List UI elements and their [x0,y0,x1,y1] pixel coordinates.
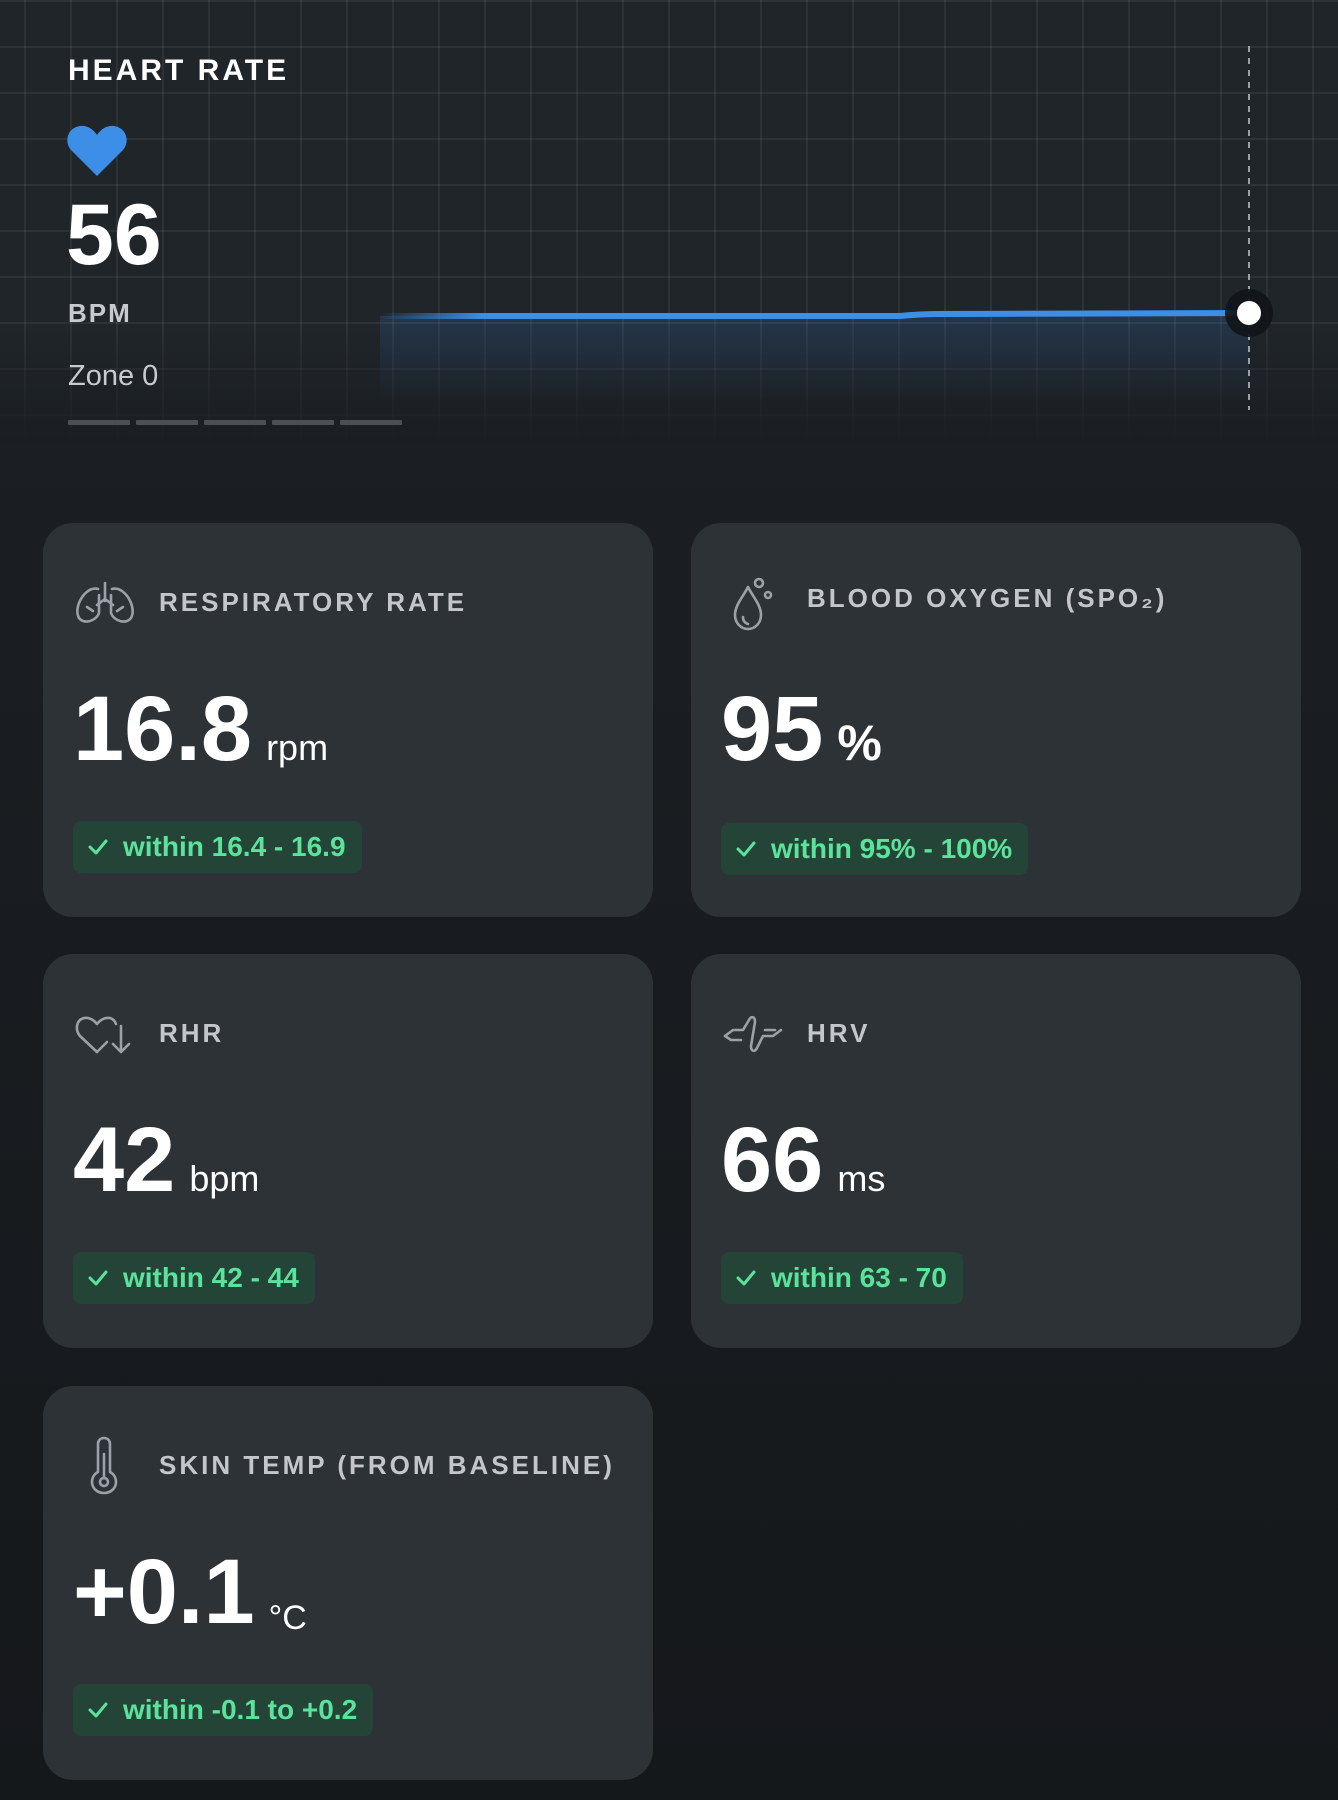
check-icon [736,1270,756,1286]
zone-segment [204,420,266,425]
blood-oxygen-value: 95 [721,678,824,780]
hrv-value-row: 66 ms [721,1114,885,1206]
heart-rate-chart [377,46,1273,410]
blood-oxygen-unit: % [837,715,882,771]
blood-oxygen-range: within 95% - 100% [771,833,1013,864]
respiratory-rate-card[interactable]: RESPIRATORY RATE 16.8 rpm within 16.4 - 1… [43,523,653,917]
blood-oxygen-range-badge: within 95% - 100% [721,823,1029,875]
heart-rate-panel[interactable]: HEART RATE 56 BPM Zone 0 [0,0,1338,445]
skin-temp-range-badge: within -0.1 to +0.2 [73,1684,374,1736]
rhr-range: within 42 - 44 [123,1262,299,1293]
check-icon [88,1702,108,1718]
zone-segment [68,420,130,425]
heart-icon [67,125,127,176]
rhr-unit: bpm [189,1158,260,1199]
blood-drop-icon [733,577,773,631]
skin-temp-unit: °C [268,1599,307,1637]
skin-temp-label: SKIN TEMP (FROM BASELINE) [159,1450,615,1480]
skin-temp-value-row: +0.1 °C [73,1546,307,1638]
respiratory-rate-range-badge: within 16.4 - 16.9 [73,821,362,873]
zone-segment [340,420,402,425]
rhr-label: RHR [159,1018,225,1048]
zone-segment [272,420,334,425]
zone-segment [136,420,198,425]
blood-oxygen-label: BLOOD OXYGEN (SPO₂) [807,583,1168,613]
rhr-value: 42 [73,1109,176,1211]
hrv-range-badge: within 63 - 70 [721,1252,963,1304]
blood-oxygen-value-row: 95% [721,683,882,775]
pulse-wave-icon [723,1015,783,1053]
hrv-label: HRV [807,1018,871,1048]
rhr-range-badge: within 42 - 44 [73,1252,315,1304]
heart-down-arrow-icon [75,1016,131,1054]
respiratory-rate-value-row: 16.8 rpm [73,683,328,775]
current-point-dot [1237,301,1261,325]
skin-temp-card[interactable]: SKIN TEMP (FROM BASELINE) +0.1 °C within … [43,1386,653,1780]
respiratory-rate-unit: rpm [266,727,329,768]
hrv-value: 66 [721,1109,824,1211]
heart-rate-value: 56 [66,187,162,283]
hrv-range: within 63 - 70 [771,1262,947,1293]
rhr-value-row: 42 bpm [73,1114,259,1206]
resting-heart-rate-card[interactable]: RHR 42 bpm within 42 - 44 [43,954,653,1348]
heart-rate-zone: Zone 0 [68,360,159,392]
respiratory-rate-range: within 16.4 - 16.9 [123,831,346,862]
heart-rate-unit: BPM [68,298,132,328]
skin-temp-value: +0.1 [73,1541,255,1643]
lungs-icon [76,581,134,623]
hrv-unit: ms [837,1158,886,1199]
zone-indicator [68,420,402,425]
blood-oxygen-card[interactable]: BLOOD OXYGEN (SPO₂) 95% within 95% - 100… [691,523,1301,917]
check-icon [88,839,108,855]
skin-temp-range: within -0.1 to +0.2 [123,1694,358,1725]
heart-rate-area [380,312,1249,400]
heart-rate-title: HEART RATE [68,54,290,87]
check-icon [736,841,756,857]
heart-rate-line [377,310,1252,319]
hrv-card[interactable]: HRV 66 ms within 63 - 70 [691,954,1301,1348]
respiratory-rate-value: 16.8 [73,678,253,780]
check-icon [88,1270,108,1286]
thermometer-icon [90,1436,118,1495]
respiratory-rate-label: RESPIRATORY RATE [159,587,468,617]
